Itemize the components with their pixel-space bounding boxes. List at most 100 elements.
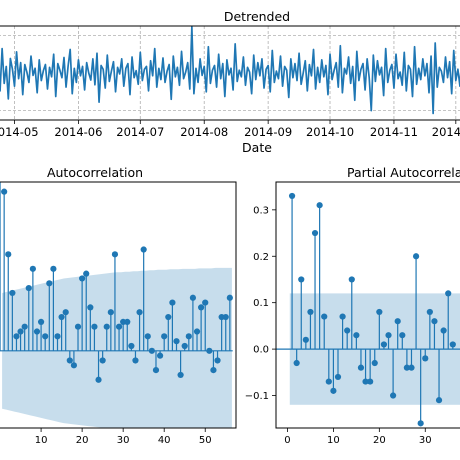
- acf-stem-marker: [33, 328, 41, 335]
- detrended-x-tick-label: 2014-05: [0, 125, 39, 139]
- pacf-stem-marker: [367, 378, 374, 385]
- pacf-stem-marker: [334, 373, 342, 381]
- acf-stem-marker: [206, 347, 213, 354]
- pacf-x-tick-label: 0: [284, 435, 290, 446]
- acf-stem-marker: [107, 309, 114, 316]
- acf-stem-marker: [156, 352, 164, 359]
- acf-stem-marker: [54, 333, 61, 340]
- acf-stem-marker: [21, 323, 28, 330]
- acf-stem-marker: [189, 294, 197, 301]
- pacf-stem-marker: [417, 420, 424, 427]
- partial-autocorrelation-chart: Partial Autocorrela 0 10 20 30 −0.1 0.0 0.1 0.…: [245, 165, 460, 446]
- detrended-x-tick-label: 2014-12: [432, 125, 460, 139]
- acf-stem-marker: [128, 342, 135, 350]
- pacf-y-tick-label: 0.0: [253, 345, 269, 356]
- pacf-stem-marker: [435, 397, 443, 404]
- pacf-stem-marker: [403, 364, 410, 371]
- pacf-stem-marker: [380, 341, 388, 348]
- acf-stem-marker: [70, 362, 78, 369]
- pacf-stem-marker: [330, 387, 337, 394]
- acf-stem-marker: [87, 304, 94, 311]
- acf-stem-marker: [29, 265, 36, 272]
- acf-stem-marker: [148, 347, 155, 354]
- acf-stem-marker: [152, 367, 160, 374]
- detrended-x-ticks: 2014-042014-052014-062014-072014-082014-…: [0, 120, 460, 139]
- acf-stem-marker: [165, 313, 172, 321]
- pacf-stem-marker: [311, 229, 319, 237]
- pacf-stem-marker: [357, 364, 365, 371]
- acf-stem-marker: [185, 333, 192, 340]
- pacf-stem-marker: [302, 336, 309, 343]
- acf-stem-marker: [140, 246, 147, 253]
- pacf-stem-marker: [426, 308, 433, 316]
- acf-stem-marker: [74, 323, 82, 330]
- pacf-stem-marker: [344, 327, 351, 334]
- detrended-x-tick-label: 2014-11: [370, 125, 418, 139]
- acf-stem-marker: [144, 333, 151, 340]
- pacf-stem-marker: [321, 313, 328, 320]
- acf-stem-marker: [136, 309, 143, 316]
- acf-stem-marker: [42, 333, 49, 340]
- detrended-series-line: [0, 26, 460, 115]
- acf-stems: [0, 182, 233, 383]
- acf-stem-marker: [62, 309, 69, 316]
- pacf-stem-marker: [412, 253, 420, 260]
- pacf-stem-marker: [440, 327, 447, 334]
- acf-confidence-band: [2, 267, 232, 428]
- pacf-stem-marker: [293, 359, 300, 367]
- acf-stem-marker: [124, 318, 131, 325]
- acf-x-tick-label: 10: [35, 435, 48, 446]
- pacf-title: Partial Autocorrela: [347, 165, 460, 180]
- pacf-stem-marker: [422, 355, 429, 362]
- detrended-chart: Detrended 2014-042014-052014-062014-0720…: [0, 9, 460, 155]
- pacf-stem-marker: [325, 378, 332, 385]
- acf-stem-marker: [222, 313, 229, 321]
- pacf-stem-marker: [316, 202, 323, 209]
- pacf-stem-marker: [445, 290, 452, 297]
- acf-x-tick-label: 40: [158, 435, 171, 446]
- acf-stem-marker: [95, 376, 102, 383]
- pacf-stem-marker: [288, 192, 296, 200]
- detrended-x-tick-label: 2014-09: [244, 125, 292, 139]
- pacf-stem-marker: [385, 332, 392, 339]
- pacf-stem-marker: [362, 378, 369, 385]
- acf-stem-marker: [177, 371, 184, 379]
- detrended-xlabel: Date: [242, 140, 272, 155]
- acf-stem-marker: [210, 367, 217, 374]
- pacf-stems: [288, 192, 456, 427]
- acf-stem-marker: [58, 313, 65, 321]
- acf-stem-marker: [17, 328, 24, 335]
- acf-stem-marker: [5, 251, 12, 258]
- acf-axes-frame: [0, 181, 237, 429]
- acf-title: Autocorrelation: [47, 165, 143, 180]
- pacf-stem-marker: [431, 318, 438, 325]
- pacf-stem-marker: [449, 341, 456, 348]
- pacf-x-tick-label: 20: [373, 435, 386, 446]
- acf-stem-marker: [91, 323, 98, 330]
- acf-stem-marker: [169, 299, 176, 306]
- detrended-title: Detrended: [224, 9, 290, 24]
- pacf-stem-marker: [394, 318, 401, 325]
- pacf-stem-marker: [376, 308, 383, 316]
- acf-stem-marker: [50, 265, 57, 272]
- acf-stem-marker: [181, 342, 188, 350]
- acf-stem-marker: [111, 251, 119, 258]
- acf-stem-marker: [79, 275, 86, 282]
- pacf-x-ticks: 0 10 20 30: [284, 428, 432, 446]
- acf-stem-marker: [1, 188, 8, 195]
- acf-x-ticks: 10 20 30 40 50: [35, 428, 212, 446]
- pacf-y-tick-label: 0.3: [253, 205, 269, 216]
- pacf-x-tick-label: 10: [327, 435, 340, 446]
- acf-stem-marker: [46, 280, 53, 287]
- pacf-y-ticks: −0.1 0.0 0.1 0.2 0.3: [245, 205, 276, 402]
- pacf-stem-marker: [371, 359, 378, 367]
- acf-x-tick-label: 20: [76, 435, 89, 446]
- acf-stem-marker: [115, 323, 123, 330]
- acf-stem-marker: [9, 289, 16, 297]
- acf-stem-marker: [214, 357, 221, 364]
- pacf-y-tick-label: −0.1: [245, 391, 269, 402]
- acf-stem-marker: [25, 285, 32, 292]
- pacf-stem-marker: [298, 276, 305, 283]
- pacf-stem-marker: [339, 313, 346, 320]
